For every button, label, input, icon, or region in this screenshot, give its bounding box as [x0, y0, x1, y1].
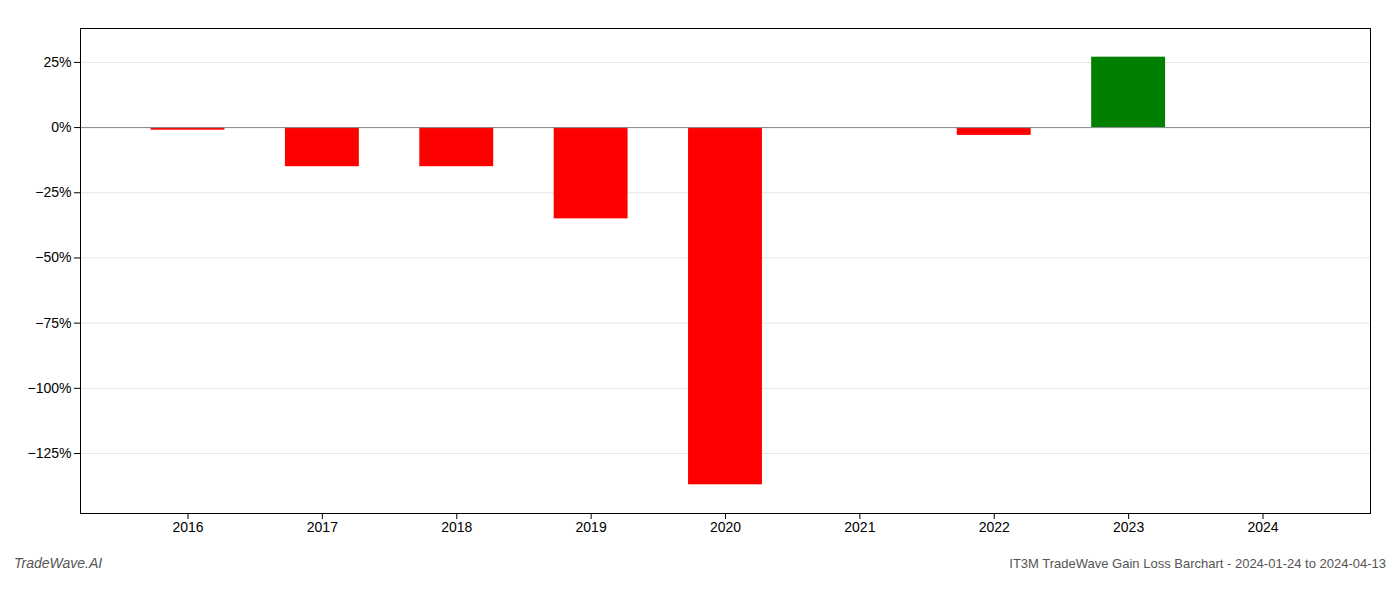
- svg-text:2016: 2016: [172, 519, 203, 535]
- svg-text:2023: 2023: [1113, 519, 1144, 535]
- svg-text:25%: 25%: [43, 54, 71, 70]
- svg-text:2022: 2022: [979, 519, 1010, 535]
- svg-text:2019: 2019: [576, 519, 607, 535]
- svg-text:−100%: −100%: [28, 380, 72, 396]
- svg-text:2018: 2018: [441, 519, 472, 535]
- svg-text:−125%: −125%: [28, 445, 72, 461]
- html-text:IT3M TradeWave Gain Loss Barch: IT3M TradeWave Gain Loss Barchart - 2024…: [1009, 556, 1386, 571]
- svg-text:2024: 2024: [1247, 519, 1278, 535]
- svg-text:−75%: −75%: [35, 315, 71, 331]
- svg-text:2020: 2020: [710, 519, 741, 535]
- html-text:TradeWave.AI: TradeWave.AI: [14, 555, 103, 571]
- svg-text:−50%: −50%: [35, 249, 71, 265]
- svg-text:0%: 0%: [51, 119, 71, 135]
- svg-text:2021: 2021: [844, 519, 875, 535]
- svg-text:2017: 2017: [307, 519, 338, 535]
- svg-text:−25%: −25%: [35, 184, 71, 200]
